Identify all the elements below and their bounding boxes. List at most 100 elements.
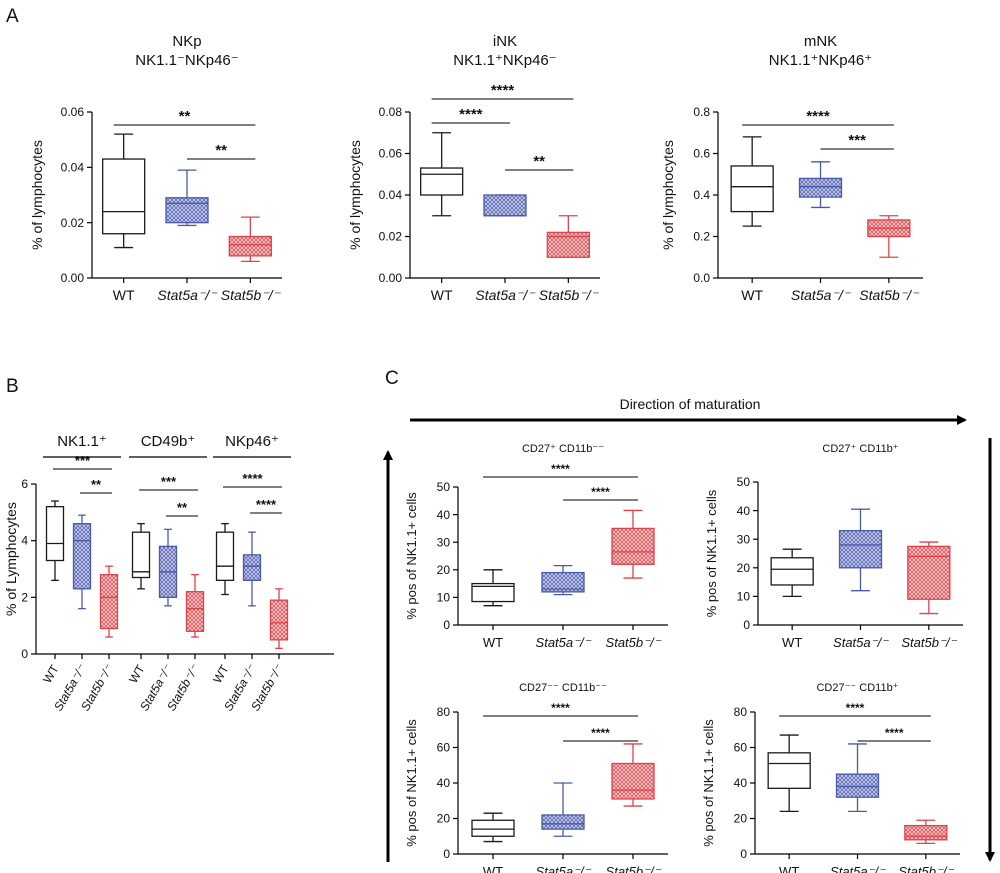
significance-label: **** xyxy=(591,726,610,740)
y-tick-label: 0.0 xyxy=(693,271,710,285)
y-tick-label: 0 xyxy=(443,618,450,632)
box-1-box xyxy=(798,177,843,198)
significance-label: *** xyxy=(161,474,177,489)
significance-label: **** xyxy=(846,701,865,715)
y-tick-label: 10 xyxy=(737,590,751,604)
box-1-box xyxy=(541,571,585,593)
significance-label: ** xyxy=(215,142,227,159)
x-category-label: Stat5b⁻/⁻ xyxy=(221,287,282,303)
y-tick-label: 0.2 xyxy=(693,230,710,244)
y-tick-label: 40 xyxy=(437,776,451,790)
x-category-label: Stat5a⁻/⁻ xyxy=(830,864,886,873)
x-category-label: WT xyxy=(113,287,135,303)
y-tick-label: 10 xyxy=(437,591,451,605)
significance-label: *** xyxy=(75,453,91,468)
y-tick-label: 0.06 xyxy=(379,147,403,161)
y-axis-label: % of lymphocytes xyxy=(29,140,45,250)
x-category-label: Stat5b⁻/⁻ xyxy=(606,635,662,650)
y-tick-label: 0.06 xyxy=(61,105,85,119)
box-0-box xyxy=(770,557,814,586)
box-2-box xyxy=(611,762,655,800)
box-1-2-box xyxy=(185,591,205,632)
y-tick-label: 0.02 xyxy=(61,216,85,230)
y-tick-label: 30 xyxy=(437,535,451,549)
y-tick-label: 60 xyxy=(437,741,451,755)
box-1-0-box xyxy=(131,531,151,579)
y-tick-label: 0 xyxy=(443,847,450,861)
y-tick-label: 60 xyxy=(734,741,748,755)
chart-subtitle: NK1.1⁻NKp46⁻ xyxy=(135,52,238,69)
significance-label: ** xyxy=(91,477,102,492)
y-axis-label: % pos of NK1.1+ cells xyxy=(404,492,419,620)
y-tick-label: 30 xyxy=(737,532,751,546)
significance-label: **** xyxy=(242,471,263,486)
x-category-label: Stat5b⁻/⁻ xyxy=(901,635,957,650)
y-tick-label: 0.00 xyxy=(379,271,403,285)
x-category-label: Stat5b⁻/⁻ xyxy=(606,864,662,873)
box-0-box xyxy=(730,165,774,213)
y-tick-label: 0 xyxy=(740,847,747,861)
x-category-label: WT xyxy=(741,287,763,303)
y-tick-label: 0.4 xyxy=(693,188,710,202)
chart-c1: CD27⁺ CD11b⁻⁻ 0 10 20 30 40 50 % pos of NK1.1+ … xyxy=(404,443,668,650)
y-tick-label: 40 xyxy=(437,508,451,522)
chart-c2: CD27⁺ CD11b⁺ 0 10 20 30 40 50 % pos of NK1.1+ c… xyxy=(704,443,963,650)
maturation-label: Direction of maturation xyxy=(620,396,761,412)
box-2-box xyxy=(611,527,655,565)
y-tick-label: 20 xyxy=(437,563,451,577)
chart-c3: CD27⁻⁻ CD11b⁻⁻ 0 20 40 60 80 % pos of NK1.1+ c… xyxy=(404,682,668,873)
x-category-label: Stat5b⁻/⁻ xyxy=(898,864,954,873)
x-category-label: WT xyxy=(483,864,503,873)
panel-letter-c: C xyxy=(385,368,399,389)
y-tick-label: 0 xyxy=(21,647,28,661)
box-2-0-box xyxy=(215,531,235,581)
chart-title: CD27⁻⁻ CD11b⁺ xyxy=(816,682,898,694)
y-tick-label: 6 xyxy=(21,477,28,491)
y-tick-label: 20 xyxy=(437,812,451,826)
box-2-1-box xyxy=(242,554,262,581)
y-tick-label: 40 xyxy=(737,504,751,518)
panel-letter-a: A xyxy=(6,6,19,27)
box-1-box xyxy=(541,814,585,830)
x-category-label: WT xyxy=(431,287,453,303)
y-tick-label: 50 xyxy=(437,480,451,494)
significance-label: ** xyxy=(533,153,545,170)
significance-label: **** xyxy=(256,497,277,512)
y-tick-label: 80 xyxy=(734,705,748,719)
y-tick-label: 0 xyxy=(743,618,750,632)
box-0-box xyxy=(471,819,515,837)
chart-title: CD27⁻⁻ CD11b⁻⁻ xyxy=(519,682,607,694)
box-0-2-box xyxy=(99,574,119,630)
x-category-label: Stat5a⁻/⁻ xyxy=(157,287,218,303)
significance-label: **** xyxy=(491,82,515,99)
y-tick-label: 80 xyxy=(437,705,451,719)
chart-title: iNK xyxy=(493,33,517,50)
box-2-box xyxy=(907,545,951,600)
panel-letter-b: B xyxy=(6,376,19,397)
box-1-box xyxy=(838,529,883,569)
y-tick-label: 20 xyxy=(734,812,748,826)
significance-label: **** xyxy=(885,726,904,740)
x-category-label: Stat5a⁻/⁻ xyxy=(475,287,536,303)
chart-a3: mNK NK1.1⁺NKp46⁺ 0.0 0.2 0.4 0.6 0.8 % of lymph… xyxy=(660,33,923,303)
y-tick-label: 0.6 xyxy=(693,147,710,161)
y-tick-label: 0.00 xyxy=(61,271,85,285)
y-axis-label: % pos of NK1.1+ cells xyxy=(704,489,719,617)
y-tick-label: 0.08 xyxy=(379,105,403,119)
y-tick-label: 0.04 xyxy=(379,188,403,202)
chart-a2: iNK NK1.1⁺NKp46⁻ 0.00 0.02 0.04 0.06 0.08 % of … xyxy=(347,33,600,303)
chart-subtitle: NK1.1⁺NKp46⁺ xyxy=(769,52,872,69)
chart-title: CD27⁺ CD11b⁺ xyxy=(822,443,898,455)
chart-subtitle: NK1.1⁺NKp46⁻ xyxy=(453,52,556,69)
y-tick-label: 40 xyxy=(734,776,748,790)
box-0-box xyxy=(471,582,515,603)
y-tick-label: 0.02 xyxy=(379,230,403,244)
box-0-1-box xyxy=(72,523,92,590)
x-category-label: WT xyxy=(779,864,799,873)
chart-title: mNK xyxy=(804,33,837,50)
significance-label: **** xyxy=(806,108,830,125)
x-category-label: Stat5a⁻/⁻ xyxy=(833,635,889,650)
